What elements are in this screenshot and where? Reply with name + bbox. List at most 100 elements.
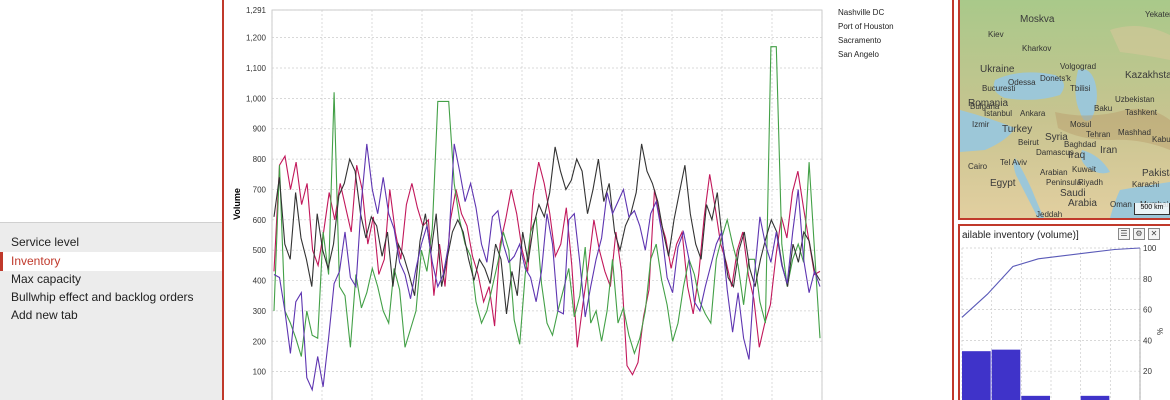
inventory-histogram: 100 80 60 40 20 %	[961, 244, 1164, 400]
tab-service-level[interactable]: Service level	[11, 235, 80, 249]
y-tick-label: 1,000	[246, 94, 267, 103]
map-label: Istanbul	[984, 109, 1013, 118]
map-label: Tehran	[1086, 130, 1111, 139]
y-tick-label: 300	[253, 307, 267, 316]
histogram-right-axis-label: %	[1155, 328, 1164, 335]
map-label: Yekaterinburg	[1145, 10, 1170, 19]
map-label: Karachi	[1132, 180, 1160, 189]
map-label: Saudi	[1060, 188, 1086, 199]
hist-bar	[1080, 395, 1110, 400]
map-label: Iran	[1100, 145, 1118, 156]
chart-tab-panel: Service level Inventory Max capacity Bul…	[0, 222, 222, 400]
map-label: Arabia	[1068, 198, 1097, 209]
map-label: Riyadh	[1078, 178, 1103, 187]
settings-icon[interactable]: ⚙	[1133, 228, 1145, 240]
histogram-toolbar: ☰ ⚙ ✕	[1118, 228, 1160, 240]
map-label: Beirut	[1018, 138, 1039, 147]
map-label: Mashhad	[1118, 128, 1151, 137]
y-tick-label: 100	[253, 368, 267, 377]
map-label: Peninsula	[1046, 178, 1082, 187]
series-line-sacramento	[273, 143, 821, 314]
y-tick-label: 500	[253, 246, 267, 255]
map-label: Baku	[1094, 104, 1113, 113]
tab-bullwhip-effect[interactable]: Bullwhip effect and backlog orders	[11, 290, 194, 304]
y-tick-label: 200	[253, 337, 267, 346]
chart-legend: Nashville DC Port of Houston Sacramento …	[838, 6, 894, 62]
y-tick-label: 600	[253, 216, 267, 225]
close-icon[interactable]: ✕	[1148, 228, 1160, 240]
map-label: Izmir	[972, 120, 990, 129]
y-tick-label: 800	[253, 155, 267, 164]
map-label: Volgograd	[1060, 62, 1097, 71]
map-label: Romania	[968, 98, 1009, 109]
tab-max-capacity[interactable]: Max capacity	[11, 272, 82, 286]
map-panel[interactable]: Moskva Kazakhstan Yekaterinburg Ukraine Khar…	[958, 0, 1170, 220]
legend-item-sacramento[interactable]: Sacramento	[838, 36, 882, 45]
map-label: Mosul	[1070, 120, 1092, 129]
map-scale-bar: 500 km	[1134, 203, 1170, 215]
map-label: Uzbekistan	[1115, 95, 1155, 104]
series-line-san-angelo	[273, 143, 821, 392]
hist-tick-label: 40	[1143, 336, 1152, 345]
hist-bar	[962, 351, 991, 400]
map-label: Turkey	[1002, 124, 1033, 135]
hist-tick-label: 60	[1143, 306, 1152, 315]
y-tick-label: 700	[253, 185, 267, 194]
y-axis-label: Volume	[232, 188, 242, 220]
histogram-bars	[962, 349, 1110, 400]
map-label: Iraq	[1068, 150, 1086, 161]
map-label: Arabian	[1040, 168, 1068, 177]
y-tick-label: 1,100	[246, 64, 267, 73]
y-tick-label: 1,200	[246, 34, 267, 43]
y-tick-label: 400	[253, 277, 267, 286]
table-icon[interactable]: ☰	[1118, 228, 1130, 240]
hist-tick-label: 80	[1143, 275, 1152, 284]
map-label: Oman	[1110, 200, 1132, 209]
chart-series	[273, 46, 821, 392]
map-label: Kharkov	[1022, 44, 1052, 53]
hist-tick-label: 20	[1143, 367, 1152, 376]
map-label: Kazakhstan	[1125, 70, 1170, 81]
hist-bar	[991, 349, 1021, 400]
tab-inventory[interactable]: Inventory	[0, 252, 222, 271]
map-label: Ukraine	[980, 64, 1015, 75]
map-label: Bucuresti	[982, 84, 1016, 93]
map-label: Donets'k	[1040, 74, 1071, 83]
map-label: Tashkent	[1125, 108, 1158, 117]
map-label: Cairo	[968, 162, 988, 171]
terrain-map[interactable]	[960, 0, 1170, 218]
map-label: Pakistan	[1142, 168, 1170, 179]
map-label: Kabul	[1152, 135, 1170, 144]
map-label: Kuwait	[1072, 165, 1097, 174]
y-axis-ticks: 1,291 1,200 1,100 1,000 900 800 700 600 500 400 30…	[246, 6, 267, 377]
map-label: Ankara	[1020, 109, 1046, 118]
inventory-histogram-panel: ailable inventory (volume)] ☰ ⚙ ✕ 100 80 6…	[958, 224, 1170, 400]
inventory-line-chart: 1,291 1,200 1,100 1,000 900 800 700 600 500 400 30…	[232, 6, 823, 400]
map-label: Tbilisi	[1070, 84, 1091, 93]
cumulative-line	[961, 247, 1141, 318]
map-label: Syria	[1045, 132, 1068, 143]
y-tick-label: 1,291	[246, 6, 267, 15]
map-label: Egypt	[990, 178, 1016, 189]
map-label: Tel Aviv	[1000, 158, 1027, 167]
hist-tick-label: 100	[1143, 244, 1157, 253]
map-label: Baghdad	[1064, 140, 1097, 149]
series-line-nashville-dc	[273, 154, 821, 376]
histogram-right-ticks: 100 80 60 40 20	[1143, 244, 1157, 376]
legend-item-san-angelo[interactable]: San Angelo	[838, 50, 879, 59]
histogram-title: ailable inventory (volume)]	[962, 230, 1079, 241]
map-label: Damascus	[1036, 148, 1074, 157]
map-label: Odessa	[1008, 78, 1036, 87]
tab-add-new[interactable]: Add new tab	[11, 308, 78, 322]
inventory-chart-panel: 1,291 1,200 1,100 1,000 900 800 700 600 500 400 30…	[222, 0, 954, 400]
legend-item-nashville[interactable]: Nashville DC	[838, 8, 885, 17]
map-label: Jeddah	[1036, 210, 1063, 219]
y-tick-label: 900	[253, 125, 267, 134]
legend-item-houston[interactable]: Port of Houston	[838, 22, 894, 31]
series-line-port-of-houston	[273, 46, 821, 357]
map-label: Kiev	[988, 30, 1004, 39]
map-label: Bulgaria	[970, 102, 1000, 111]
map-label: Moskva	[1020, 14, 1055, 25]
hist-bar	[1021, 395, 1050, 400]
